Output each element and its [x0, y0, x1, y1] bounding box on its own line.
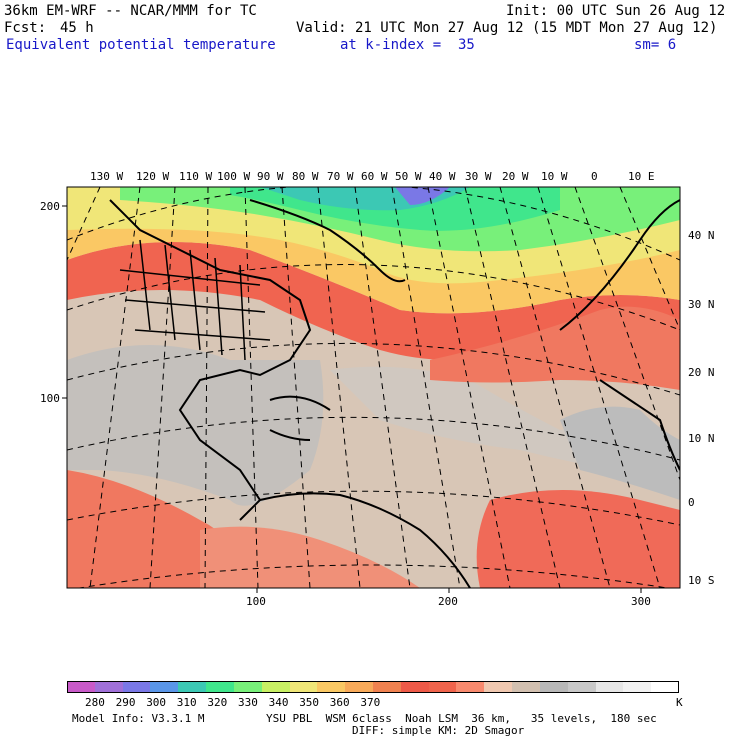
color-scale-tick-label: 330 — [238, 696, 258, 709]
color-scale-cell — [345, 681, 374, 693]
color-scale-cell — [428, 681, 457, 693]
color-scale-cell — [289, 681, 318, 693]
color-scale-unit: K — [676, 696, 683, 709]
model-info: Model Info: V3.3.1 M — [72, 712, 205, 725]
map-frame — [66, 186, 681, 589]
smoothing-info: sm= 6 — [634, 37, 677, 53]
valid-time: Valid: 21 UTC Mon 27 Aug 12 (15 MDT Mon … — [296, 20, 718, 36]
lon-label: 110 W — [179, 170, 213, 183]
lat-label: 10 S — [688, 574, 715, 587]
grid-ticks — [62, 205, 642, 593]
lat-label: 20 N — [688, 366, 715, 379]
lat-label: 10 N — [688, 432, 715, 445]
lat-label: 30 N — [688, 298, 715, 311]
forecast-hour: 45 h — [60, 20, 94, 36]
color-scale-cell — [150, 681, 179, 693]
lon-label: 130 W — [90, 170, 124, 183]
color-scale-cell — [400, 681, 430, 693]
color-scale-cell — [317, 681, 346, 693]
lon-label: 100 W — [217, 170, 251, 183]
color-scale-cell — [651, 681, 680, 693]
model-title: 36km EM-WRF -- NCAR/MMM for TC — [4, 3, 257, 19]
color-scale-cell — [623, 681, 652, 693]
diffusion-info: DIFF: simple KM: 2D Smagor — [352, 724, 525, 737]
color-scale-tick-label: 360 — [329, 696, 350, 709]
lon-label: 10 W — [541, 170, 568, 183]
color-scale-cell — [539, 681, 569, 693]
lon-label: 60 W — [361, 170, 388, 183]
lon-label: 90 W — [257, 170, 284, 183]
color-scale-cell — [567, 681, 597, 693]
grid-label-left: 100 — [40, 392, 60, 405]
lon-label: 0 — [591, 170, 598, 183]
grid-label-bottom: 200 — [438, 595, 458, 608]
lon-label: 70 W — [327, 170, 354, 183]
color-scale-cell — [67, 681, 96, 693]
lon-label: 20 W — [502, 170, 529, 183]
lon-label: 50 W — [395, 170, 422, 183]
color-scale-tick-label: 320 — [207, 696, 228, 709]
color-scale-cell — [178, 681, 207, 693]
color-scale-cell — [456, 681, 485, 693]
lon-label: 10 E — [628, 170, 655, 183]
color-scale-cell — [94, 681, 124, 693]
lon-label: 30 W — [465, 170, 492, 183]
lon-label: 80 W — [292, 170, 319, 183]
color-scale-tick-label: 340 — [268, 696, 289, 709]
grid-label-bottom: 100 — [246, 595, 266, 608]
lon-label: 120 W — [136, 170, 170, 183]
color-scale-tick-label: 350 — [299, 696, 320, 709]
color-scale-cell — [233, 681, 263, 693]
color-scale-tick-label: 290 — [115, 696, 136, 709]
color-scale-tick-label: 370 — [360, 696, 381, 709]
grid-label-left: 200 — [40, 200, 60, 213]
grid-label-bottom: 300 — [631, 595, 651, 608]
lat-label: 40 N — [688, 229, 715, 242]
color-scale-cell — [206, 681, 235, 693]
physics-info: YSU PBL WSM 6class Noah LSM 36 km, 35 le… — [266, 712, 657, 725]
forecast-label: Fcst: — [4, 20, 47, 36]
init-time: Init: 00 UTC Sun 26 Aug 12 — [506, 3, 726, 19]
color-scale-tick-label: 310 — [176, 696, 197, 709]
color-scale-cell — [373, 681, 402, 693]
level-info: at k-index = 35 — [340, 37, 475, 53]
color-scale-tick-label: 300 — [146, 696, 167, 709]
color-scale-tick-label: 280 — [85, 696, 105, 709]
color-scale-cell — [122, 681, 151, 693]
field-name: Equivalent potential temperature — [6, 37, 276, 53]
map-fields — [67, 187, 680, 588]
lon-label: 40 W — [429, 170, 456, 183]
color-scale-cell — [261, 681, 291, 693]
color-scale-cell — [595, 681, 624, 693]
lat-label: 0 — [688, 496, 695, 509]
color-scale-cell — [512, 681, 541, 693]
color-scale-frame — [67, 681, 679, 693]
color-scale-cell — [484, 681, 513, 693]
